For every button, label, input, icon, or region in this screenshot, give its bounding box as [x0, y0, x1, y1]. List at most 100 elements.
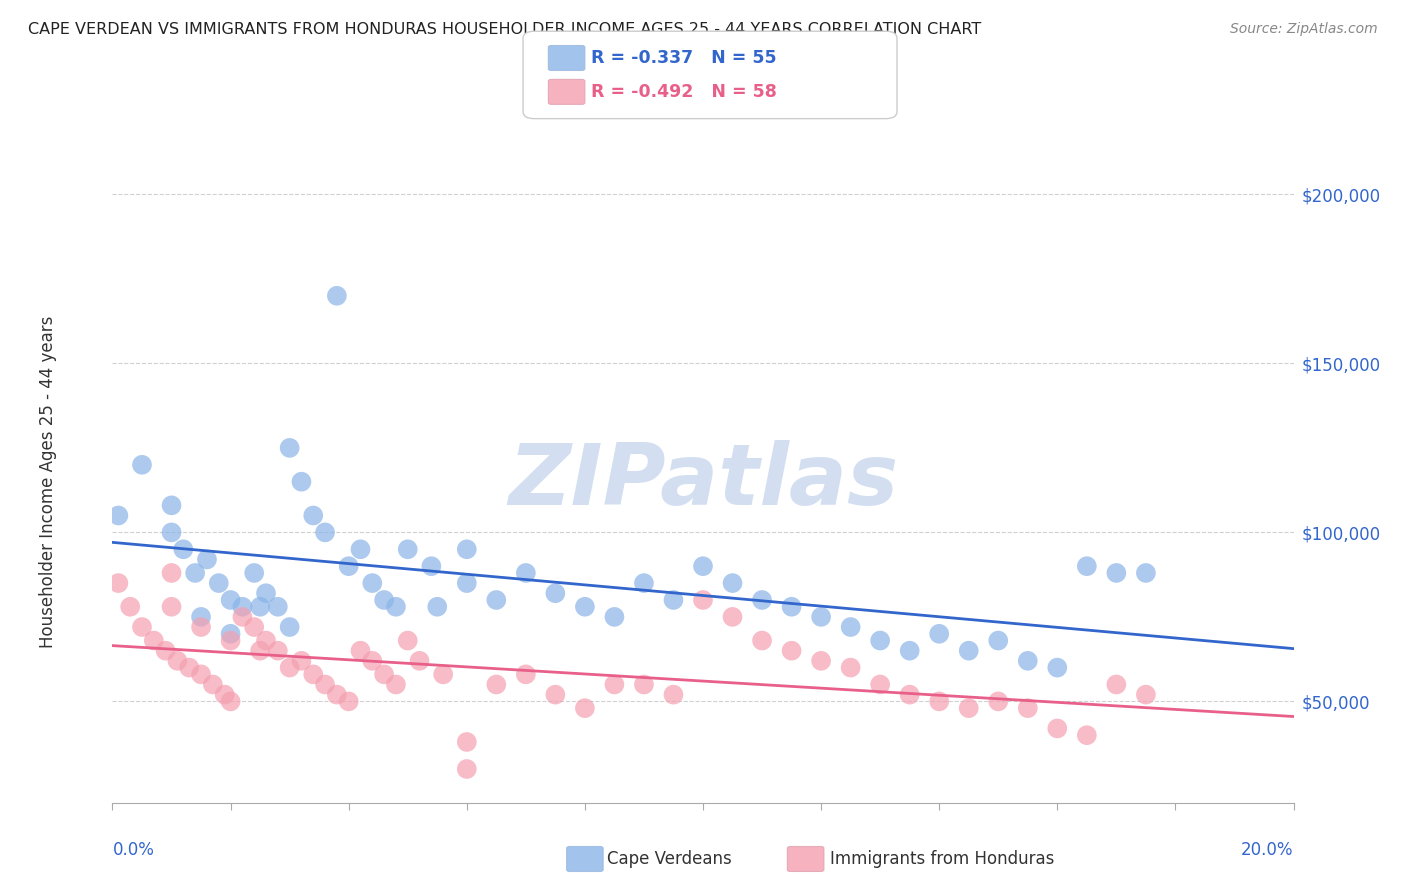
Point: [574, 599, 596, 614]
Point: [337, 694, 360, 708]
Point: [254, 586, 277, 600]
Point: [349, 542, 371, 557]
Text: Source: ZipAtlas.com: Source: ZipAtlas.com: [1230, 22, 1378, 37]
Point: [869, 633, 891, 648]
Point: [810, 654, 832, 668]
Point: [349, 643, 371, 657]
Text: R = -0.492   N = 58: R = -0.492 N = 58: [591, 83, 776, 101]
Point: [385, 599, 408, 614]
Point: [249, 643, 271, 657]
Point: [603, 610, 626, 624]
Point: [1105, 566, 1128, 580]
Point: [326, 289, 349, 303]
Point: [633, 576, 655, 591]
Point: [1046, 660, 1069, 674]
Point: [692, 559, 714, 574]
Point: [219, 633, 242, 648]
Point: [278, 620, 301, 634]
Point: [1135, 688, 1157, 702]
Point: [1135, 566, 1157, 580]
Point: [208, 576, 231, 591]
Point: [314, 677, 336, 691]
Point: [633, 677, 655, 691]
Point: [1076, 728, 1098, 742]
Point: [456, 762, 478, 776]
Point: [574, 701, 596, 715]
Point: [195, 552, 218, 566]
Point: [1105, 677, 1128, 691]
Point: [219, 627, 242, 641]
Point: [231, 610, 253, 624]
Point: [243, 620, 266, 634]
Point: [385, 677, 408, 691]
Point: [267, 643, 290, 657]
Point: [142, 633, 165, 648]
Point: [692, 593, 714, 607]
Text: CAPE VERDEAN VS IMMIGRANTS FROM HONDURAS HOUSEHOLDER INCOME AGES 25 - 44 YEARS C: CAPE VERDEAN VS IMMIGRANTS FROM HONDURAS…: [28, 22, 981, 37]
Point: [420, 559, 443, 574]
Point: [839, 660, 862, 674]
Point: [721, 610, 744, 624]
Point: [426, 599, 449, 614]
Text: R = -0.337   N = 55: R = -0.337 N = 55: [591, 49, 776, 67]
Point: [131, 458, 153, 472]
Point: [780, 643, 803, 657]
Point: [1017, 654, 1039, 668]
Point: [408, 654, 430, 668]
Point: [160, 499, 183, 513]
Point: [396, 542, 419, 557]
Point: [373, 667, 395, 681]
Point: [544, 586, 567, 600]
Point: [155, 643, 177, 657]
Point: [179, 660, 201, 674]
Text: 20.0%: 20.0%: [1241, 841, 1294, 859]
Point: [254, 633, 277, 648]
Point: [515, 667, 537, 681]
Text: ZIPatlas: ZIPatlas: [508, 440, 898, 524]
Point: [898, 688, 921, 702]
Point: [190, 620, 212, 634]
Point: [456, 735, 478, 749]
Point: [219, 694, 242, 708]
Point: [987, 694, 1010, 708]
Point: [107, 508, 129, 523]
Point: [160, 599, 183, 614]
Point: [249, 599, 271, 614]
Text: Immigrants from Honduras: Immigrants from Honduras: [830, 850, 1054, 868]
Point: [751, 593, 773, 607]
Point: [302, 667, 325, 681]
Point: [928, 627, 950, 641]
Point: [957, 701, 980, 715]
Point: [302, 508, 325, 523]
Point: [898, 643, 921, 657]
Point: [751, 633, 773, 648]
Point: [485, 593, 508, 607]
Text: Householder Income Ages 25 - 44 years: Householder Income Ages 25 - 44 years: [38, 316, 56, 648]
Point: [662, 688, 685, 702]
Text: 0.0%: 0.0%: [112, 841, 155, 859]
Point: [290, 654, 312, 668]
Point: [267, 599, 290, 614]
Point: [337, 559, 360, 574]
Point: [544, 688, 567, 702]
Point: [456, 576, 478, 591]
Point: [231, 599, 253, 614]
Point: [662, 593, 685, 607]
Point: [810, 610, 832, 624]
Point: [957, 643, 980, 657]
Text: Cape Verdeans: Cape Verdeans: [607, 850, 733, 868]
Point: [361, 576, 384, 591]
Point: [160, 525, 183, 540]
Point: [190, 667, 212, 681]
Point: [928, 694, 950, 708]
Point: [456, 542, 478, 557]
Point: [780, 599, 803, 614]
Point: [839, 620, 862, 634]
Point: [160, 566, 183, 580]
Point: [326, 688, 349, 702]
Point: [721, 576, 744, 591]
Point: [396, 633, 419, 648]
Point: [243, 566, 266, 580]
Point: [278, 441, 301, 455]
Point: [278, 660, 301, 674]
